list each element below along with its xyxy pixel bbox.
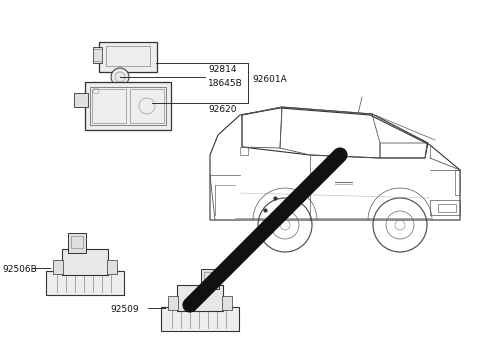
Text: 92814: 92814 <box>208 65 237 74</box>
Bar <box>107 260 117 274</box>
Bar <box>93 49 102 61</box>
FancyBboxPatch shape <box>62 249 108 275</box>
FancyBboxPatch shape <box>46 271 124 295</box>
Text: 92601A: 92601A <box>252 75 287 84</box>
Text: 92506B: 92506B <box>2 266 37 275</box>
Text: 92509: 92509 <box>110 306 139 314</box>
Bar <box>438 204 456 212</box>
FancyBboxPatch shape <box>68 233 86 253</box>
Bar <box>106 46 150 66</box>
Bar <box>130 89 164 123</box>
Bar <box>74 93 88 107</box>
Bar <box>90 87 166 125</box>
Bar <box>204 272 216 284</box>
FancyBboxPatch shape <box>85 82 171 130</box>
Bar <box>222 296 232 310</box>
FancyBboxPatch shape <box>161 307 239 331</box>
Circle shape <box>111 68 129 86</box>
FancyBboxPatch shape <box>201 269 219 289</box>
Bar <box>430 200 460 215</box>
Bar <box>53 260 63 274</box>
FancyBboxPatch shape <box>177 285 223 311</box>
Bar <box>92 89 126 123</box>
FancyBboxPatch shape <box>99 42 157 72</box>
Text: 18645B: 18645B <box>208 79 243 88</box>
Bar <box>93 47 102 63</box>
Text: 92620: 92620 <box>208 105 237 114</box>
Bar <box>168 296 178 310</box>
Bar <box>71 236 83 248</box>
